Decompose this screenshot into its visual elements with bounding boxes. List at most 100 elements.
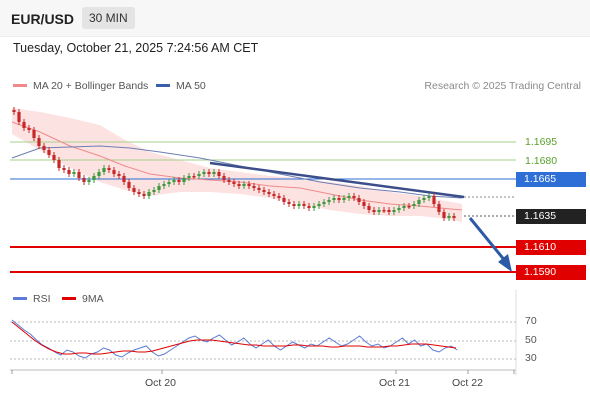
- candle-body: [137, 192, 141, 194]
- current-price-label: 1.1635: [516, 209, 586, 224]
- candle-body: [202, 172, 206, 174]
- candle-body: [207, 172, 211, 174]
- candle-body: [67, 170, 71, 174]
- candle-body: [267, 192, 271, 194]
- symbol-label: EUR/USD: [11, 11, 75, 27]
- interval-button[interactable]: 30 MIN: [82, 7, 135, 29]
- candle-body: [347, 196, 351, 198]
- candle-body: [257, 188, 261, 190]
- candle-body: [17, 112, 21, 122]
- legend-ma50: MA 50: [156, 80, 206, 92]
- candle-body: [82, 178, 86, 182]
- candle-body: [102, 168, 106, 172]
- candle-body: [157, 186, 161, 190]
- candle-body: [232, 182, 236, 184]
- candle-body: [132, 188, 136, 192]
- ma50-swatch: [156, 83, 170, 87]
- candle-body: [287, 202, 291, 204]
- candle-body: [262, 190, 266, 192]
- rsi-swatch: [13, 296, 27, 300]
- candle-body: [407, 206, 411, 208]
- candle-body: [47, 150, 51, 155]
- candle-body: [117, 174, 121, 176]
- candle-body: [57, 160, 61, 168]
- candle-body: [217, 172, 221, 176]
- forecast-arrow-head: [498, 254, 512, 272]
- candle-body: [367, 206, 371, 210]
- candle-body: [392, 210, 396, 212]
- level-label-1665: 1.1665: [516, 172, 586, 187]
- candle-body: [162, 184, 166, 186]
- rsi-label: RSI: [33, 293, 51, 305]
- candle-body: [172, 180, 176, 182]
- candle-body: [127, 182, 131, 188]
- x-label-oct20: Oct 20: [145, 377, 176, 389]
- candle-body: [252, 186, 256, 188]
- level-label-1680: 1.1680: [525, 155, 558, 167]
- candle-body: [97, 172, 101, 176]
- candle-body: [442, 212, 446, 218]
- candle-body: [22, 122, 26, 128]
- candle-body: [292, 204, 296, 206]
- candle-body: [92, 176, 96, 180]
- candle-body: [222, 176, 226, 180]
- rsi-ma9-line: [11, 321, 457, 355]
- candle-body: [417, 200, 421, 204]
- candle-body: [177, 180, 181, 182]
- candle-body: [152, 190, 156, 192]
- candle-body: [387, 210, 391, 212]
- candle-body: [357, 198, 361, 202]
- candle-body: [372, 210, 376, 212]
- candle-body: [337, 198, 341, 200]
- candle-body: [242, 184, 246, 186]
- candle-body: [317, 204, 321, 206]
- ma9-label: 9MA: [82, 293, 104, 305]
- rsi-level-50: 50: [525, 334, 537, 346]
- candle-body: [147, 192, 151, 196]
- ma50-line: [11, 145, 463, 199]
- rsi-level-70: 70: [525, 315, 537, 327]
- candle-body: [182, 178, 186, 182]
- candle-body: [192, 176, 196, 178]
- level-label-1590: 1.1590: [516, 265, 586, 280]
- timestamp: Tuesday, October 21, 2025 7:24:56 AM CET: [13, 41, 259, 55]
- level-label-1695: 1.1695: [525, 136, 558, 148]
- candle-body: [422, 198, 426, 200]
- candle-body: [72, 172, 76, 174]
- candle-body: [322, 202, 326, 204]
- legend-rsi: RSI: [13, 293, 51, 305]
- candle-body: [297, 204, 301, 206]
- candle-body: [62, 168, 66, 170]
- level-label-1610: 1.1610: [516, 240, 586, 255]
- candle-body: [332, 198, 336, 200]
- candle-body: [352, 196, 356, 198]
- candle-body: [247, 184, 251, 186]
- candle-body: [37, 138, 41, 146]
- candle-body: [342, 198, 346, 200]
- candle-body: [452, 216, 456, 218]
- legend-ma9: 9MA: [62, 293, 104, 305]
- candle-body: [282, 198, 286, 202]
- candle-body: [32, 130, 36, 138]
- candle-body: [42, 146, 46, 150]
- ma9-swatch: [62, 296, 76, 300]
- ma20-line: [11, 121, 463, 211]
- candle-body: [167, 182, 171, 184]
- candle-body: [237, 184, 241, 186]
- candle-body: [397, 208, 401, 210]
- candle-body: [27, 128, 31, 130]
- candle-body: [52, 155, 56, 160]
- candle-body: [277, 196, 281, 198]
- ma20-label: MA 20 + Bollinger Bands: [33, 80, 149, 92]
- candle-body: [412, 204, 416, 206]
- candle-body: [427, 196, 431, 198]
- rsi-level-30: 30: [525, 352, 537, 364]
- forecast-arrow-line: [468, 217, 508, 263]
- candle-body: [327, 200, 331, 202]
- candle-body: [212, 172, 216, 174]
- candle-body: [112, 170, 116, 174]
- candle-body: [272, 194, 276, 196]
- candle-body: [122, 176, 126, 182]
- candle-body: [362, 202, 366, 206]
